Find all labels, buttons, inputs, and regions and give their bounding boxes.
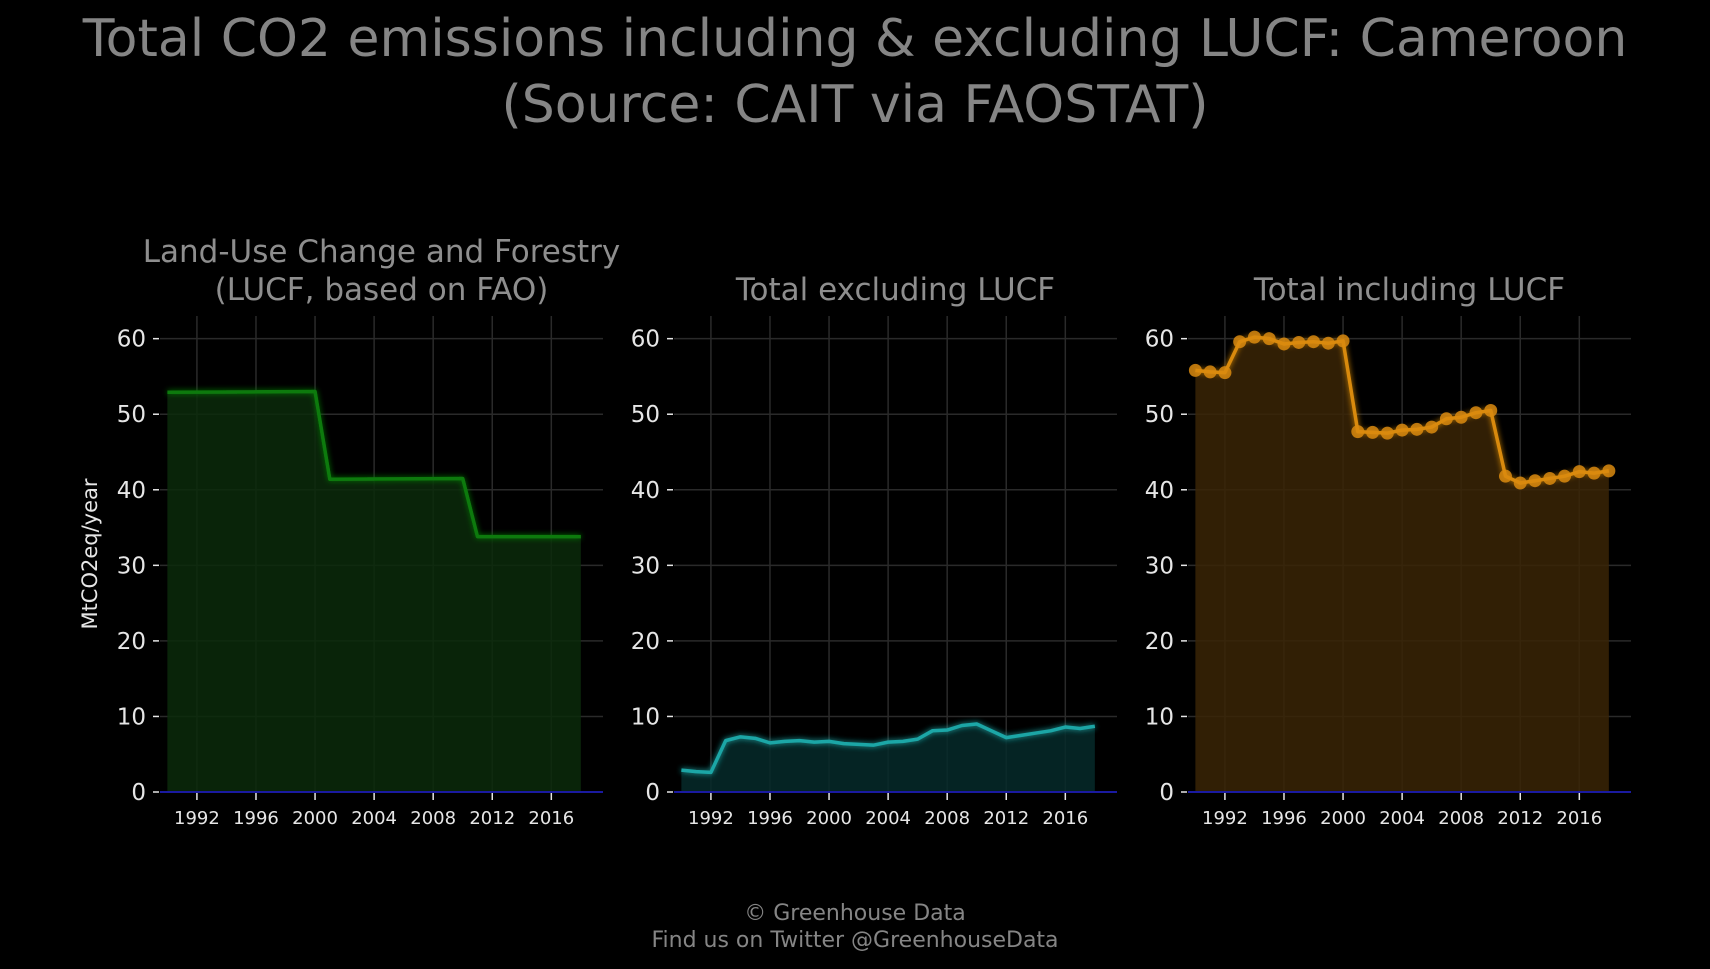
excl-xtick-label-1996: 1996 [747, 808, 793, 829]
incl-xtick-label-2000: 2000 [1320, 808, 1366, 829]
incl-point-2005 [1410, 422, 1424, 436]
excl-xtick-label-2004: 2004 [865, 808, 911, 829]
lucf-ytick-label-50: 50 [117, 402, 146, 428]
incl-point-1992 [1218, 366, 1232, 380]
incl-xtick-label-2008: 2008 [1438, 808, 1484, 829]
incl-point-1995 [1262, 332, 1276, 346]
excl-ytick-label-20: 20 [631, 629, 660, 655]
incl-point-1998 [1307, 335, 1321, 349]
incl-point-2012 [1513, 476, 1527, 490]
incl-ytick-label-60: 60 [1145, 327, 1174, 353]
lucf-xtick-label-1992: 1992 [174, 808, 220, 829]
incl-xtick-label-2012: 2012 [1497, 808, 1543, 829]
chart-title-line1: Total CO2 emissions including & excludin… [82, 9, 1628, 69]
incl-ytick-label-10: 10 [1145, 704, 1174, 730]
incl-point-2018 [1602, 464, 1616, 478]
incl-point-2008 [1454, 410, 1468, 424]
excl-ytick-label-60: 60 [631, 327, 660, 353]
excl-series-area [681, 724, 1095, 792]
footer-line1: © Greenhouse Data [744, 901, 966, 926]
lucf-ytick-label-30: 30 [117, 553, 146, 579]
excl-panel-title-line1: Total excluding LUCF [735, 272, 1055, 308]
incl-point-2017 [1587, 466, 1601, 480]
incl-point-2016 [1572, 465, 1586, 479]
incl-point-2004 [1395, 423, 1409, 437]
chart-title-line2: (Source: CAIT via FAOSTAT) [501, 75, 1209, 135]
excl-ytick-label-40: 40 [631, 478, 660, 504]
incl-ytick-label-30: 30 [1145, 553, 1174, 579]
incl-point-2002 [1366, 425, 1380, 439]
incl-panel-title-line1: Total including LUCF [1253, 272, 1565, 308]
lucf-xtick-label-2004: 2004 [351, 808, 397, 829]
incl-point-2003 [1380, 426, 1394, 440]
incl-point-2006 [1425, 420, 1439, 434]
footer-line2: Find us on Twitter @GreenhouseData [651, 928, 1059, 953]
incl-point-2001 [1351, 425, 1365, 439]
lucf-xtick-label-2000: 2000 [292, 808, 338, 829]
lucf-ylabel: MtCO2eq/year [78, 478, 102, 629]
incl-ytick-label-40: 40 [1145, 478, 1174, 504]
excl-xtick-label-2008: 2008 [924, 808, 970, 829]
incl-ytick-label-0: 0 [1159, 780, 1174, 806]
incl-point-2011 [1498, 469, 1512, 483]
incl-xtick-label-1996: 1996 [1261, 808, 1307, 829]
incl-xtick-label-2016: 2016 [1556, 808, 1602, 829]
lucf-xtick-label-1996: 1996 [233, 808, 279, 829]
incl-xtick-label-2004: 2004 [1379, 808, 1425, 829]
incl-point-2013 [1528, 474, 1542, 488]
incl-ytick-label-50: 50 [1145, 402, 1174, 428]
lucf-xtick-label-2012: 2012 [469, 808, 515, 829]
lucf-ytick-label-20: 20 [117, 629, 146, 655]
chart-title: Total CO2 emissions including & excludin… [0, 6, 1710, 138]
incl-series-area [1195, 337, 1609, 792]
incl-point-2014 [1543, 471, 1557, 485]
excl-ytick-label-0: 0 [645, 780, 660, 806]
incl-xtick-label-1992: 1992 [1202, 808, 1248, 829]
incl-point-1997 [1292, 335, 1306, 349]
excl-xtick-label-2000: 2000 [806, 808, 852, 829]
excl-ytick-label-10: 10 [631, 704, 660, 730]
excl-xtick-label-1992: 1992 [688, 808, 734, 829]
lucf-ytick-label-60: 60 [117, 327, 146, 353]
incl-point-2010 [1484, 403, 1498, 417]
incl-point-2000 [1336, 334, 1350, 348]
lucf-ytick-label-0: 0 [131, 780, 146, 806]
incl-point-1993 [1233, 335, 1247, 349]
excl-ytick-label-30: 30 [631, 553, 660, 579]
lucf-series-area [167, 391, 581, 792]
incl-point-1994 [1247, 330, 1261, 344]
incl-point-1991 [1203, 365, 1217, 379]
incl-point-1990 [1188, 363, 1202, 377]
excl-xtick-label-2012: 2012 [983, 808, 1029, 829]
incl-point-1999 [1321, 336, 1335, 350]
excl-ytick-label-50: 50 [631, 402, 660, 428]
incl-point-2007 [1439, 412, 1453, 426]
lucf-xtick-label-2016: 2016 [528, 808, 574, 829]
incl-ytick-label-20: 20 [1145, 629, 1174, 655]
lucf-ytick-label-40: 40 [117, 478, 146, 504]
incl-point-1996 [1277, 337, 1291, 351]
lucf-series-line [167, 389, 581, 539]
lucf-xtick-label-2008: 2008 [410, 808, 456, 829]
incl-point-2009 [1469, 406, 1483, 420]
incl-point-2015 [1558, 469, 1572, 483]
footer-credit: © Greenhouse Data Find us on Twitter @Gr… [0, 900, 1710, 954]
excl-xtick-label-2016: 2016 [1042, 808, 1088, 829]
lucf-ytick-label-10: 10 [117, 704, 146, 730]
lucf-panel-title-line2: (LUCF, based on FAO) [215, 272, 549, 308]
lucf-panel-title-line1: Land-Use Change and Forestry [143, 234, 621, 270]
excl-series-line [681, 722, 1096, 775]
